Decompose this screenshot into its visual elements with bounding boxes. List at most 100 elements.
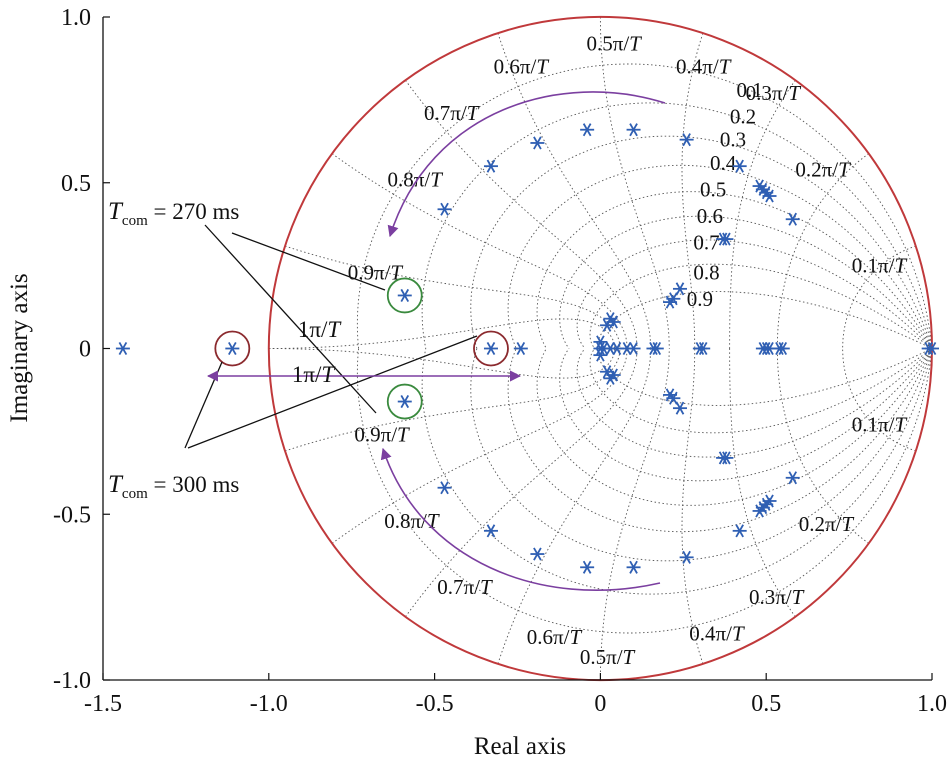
pole-marker <box>672 282 687 296</box>
pole-marker <box>626 123 641 137</box>
wn-curve-upper <box>405 80 638 349</box>
wn-curve-lower <box>331 348 628 544</box>
zeta-curve-lower <box>576 348 933 458</box>
zeta-curve-upper <box>507 164 933 349</box>
leader-line-300 <box>184 361 223 449</box>
zeta-label: 0.8 <box>693 260 719 284</box>
wn-curve-upper <box>681 33 704 349</box>
zeta-curve-lower <box>507 348 933 533</box>
pole-marker <box>483 341 498 356</box>
wn-curve-lower <box>842 348 916 452</box>
wn-curve-upper <box>842 245 916 349</box>
wn-curve-upper <box>729 80 796 349</box>
wn-label-lower: 0.3π/T <box>749 585 805 609</box>
axes: -1.5 -1.0 -0.5 0 0.5 1.01.00.50-0.5-1.0 <box>53 5 947 717</box>
pole-marker <box>606 368 621 382</box>
wn-curve-lower <box>599 348 670 681</box>
wn-label-lower: 0.8π/T <box>384 509 440 533</box>
zeta-label: 0.7 <box>693 230 719 254</box>
pole-marker <box>679 133 694 147</box>
pole-marker <box>225 341 240 356</box>
wn-label-lower: 0.4π/T <box>689 622 745 646</box>
wn-curve-upper <box>284 245 621 349</box>
pole-marker <box>762 494 777 508</box>
y-tick-label: -1.0 <box>53 668 91 694</box>
pole-marker <box>580 123 595 137</box>
y-tick-label: 0 <box>79 337 91 363</box>
pole-marker <box>732 159 747 173</box>
x-tick-label: -1.0 <box>250 691 288 717</box>
zeta-curve-lower <box>597 348 933 406</box>
zeta-label: 0.4 <box>710 151 737 175</box>
pole-marker <box>530 136 545 150</box>
pole-marker <box>732 524 747 538</box>
y-tick-label: 1.0 <box>61 5 91 31</box>
wn-label-upper: 0.7π/T <box>424 101 480 125</box>
pole-marker <box>483 524 498 538</box>
pole-marker <box>530 547 545 561</box>
x-tick-label: 1.0 <box>917 691 947 717</box>
pole-marker <box>775 341 790 356</box>
pole-marker <box>679 550 694 564</box>
wn-curve-upper <box>497 33 652 349</box>
highlight-circle-270 <box>386 277 423 314</box>
wn-label-lower: 0.1π/T <box>852 413 908 437</box>
wn-label-lower: 0.6π/T <box>527 625 583 649</box>
wn-curve-upper <box>599 16 670 349</box>
zeta-curve-lower <box>421 348 933 595</box>
pole-marker <box>696 341 711 356</box>
x-tick-label: -1.5 <box>84 691 122 717</box>
wn-label-upper: 0.6π/T <box>494 55 550 79</box>
wn-label-lower: 0.2π/T <box>799 512 855 536</box>
pole-marker <box>672 401 687 415</box>
pole-marker <box>921 341 936 356</box>
one-pi-label-upper: 1π/T <box>298 317 343 342</box>
one-pi-label-lower: 1π/T <box>292 362 337 387</box>
wn-curve-lower <box>405 348 638 617</box>
grid-labels: 0.1π/T0.2π/T0.3π/T0.4π/T0.5π/T0.6π/T0.7π… <box>348 32 908 669</box>
zeta-label: 0.9 <box>687 287 713 311</box>
wn-label-upper: 0.2π/T <box>795 157 851 181</box>
arrow-lower <box>380 447 661 591</box>
y-tick-label: 0.5 <box>61 171 91 197</box>
y-axis-title: Imaginary axis <box>6 273 33 422</box>
wn-curve-lower <box>497 348 652 664</box>
x-axis-title: Real axis <box>474 733 566 760</box>
highlight-circle-300 <box>214 330 251 367</box>
zeta-curve-upper <box>470 135 933 349</box>
zeta-label: 0.2 <box>730 104 756 128</box>
leader-line-270 <box>231 232 386 291</box>
wn-label-upper: 0.3π/T <box>746 81 802 105</box>
wn-curve-lower <box>776 348 869 544</box>
pole-marker <box>666 391 681 405</box>
pole-marker <box>580 560 595 574</box>
wn-label-lower: 0.9π/T <box>354 423 410 447</box>
pole-marker <box>437 202 452 216</box>
wn-curve-lower <box>681 348 704 664</box>
wn-label-upper: 0.1π/T <box>852 254 908 278</box>
poles <box>115 123 939 574</box>
zeta-curve-upper <box>356 63 933 349</box>
zeta-curve-upper <box>597 291 933 349</box>
zeta-curve-lower <box>536 348 933 506</box>
wn-curve-lower <box>284 348 621 452</box>
tcom-300-label: Tcom = 300 ms <box>108 471 239 502</box>
highlight-circle-270 <box>386 383 423 420</box>
zeta-label: 0.5 <box>700 177 726 201</box>
zeta-label: 0.3 <box>720 128 746 152</box>
pole-marker <box>397 395 412 409</box>
pole-marker <box>716 451 731 465</box>
leader-line-270 <box>204 224 377 414</box>
zeta-curve-upper <box>421 102 933 349</box>
x-tick-label: -0.5 <box>416 691 454 717</box>
leader-line-300 <box>187 335 478 449</box>
pole-marker <box>397 288 412 302</box>
highlight-circle-300 <box>473 330 509 367</box>
wn-curve-lower <box>729 348 796 617</box>
pole-marker <box>762 189 777 203</box>
pole-marker <box>513 341 528 356</box>
annotations: 1π/T 1π/T Tcom = 270 ms Tcom = 300 ms <box>108 91 666 591</box>
pole-marker <box>483 159 498 173</box>
pole-marker <box>785 471 800 485</box>
